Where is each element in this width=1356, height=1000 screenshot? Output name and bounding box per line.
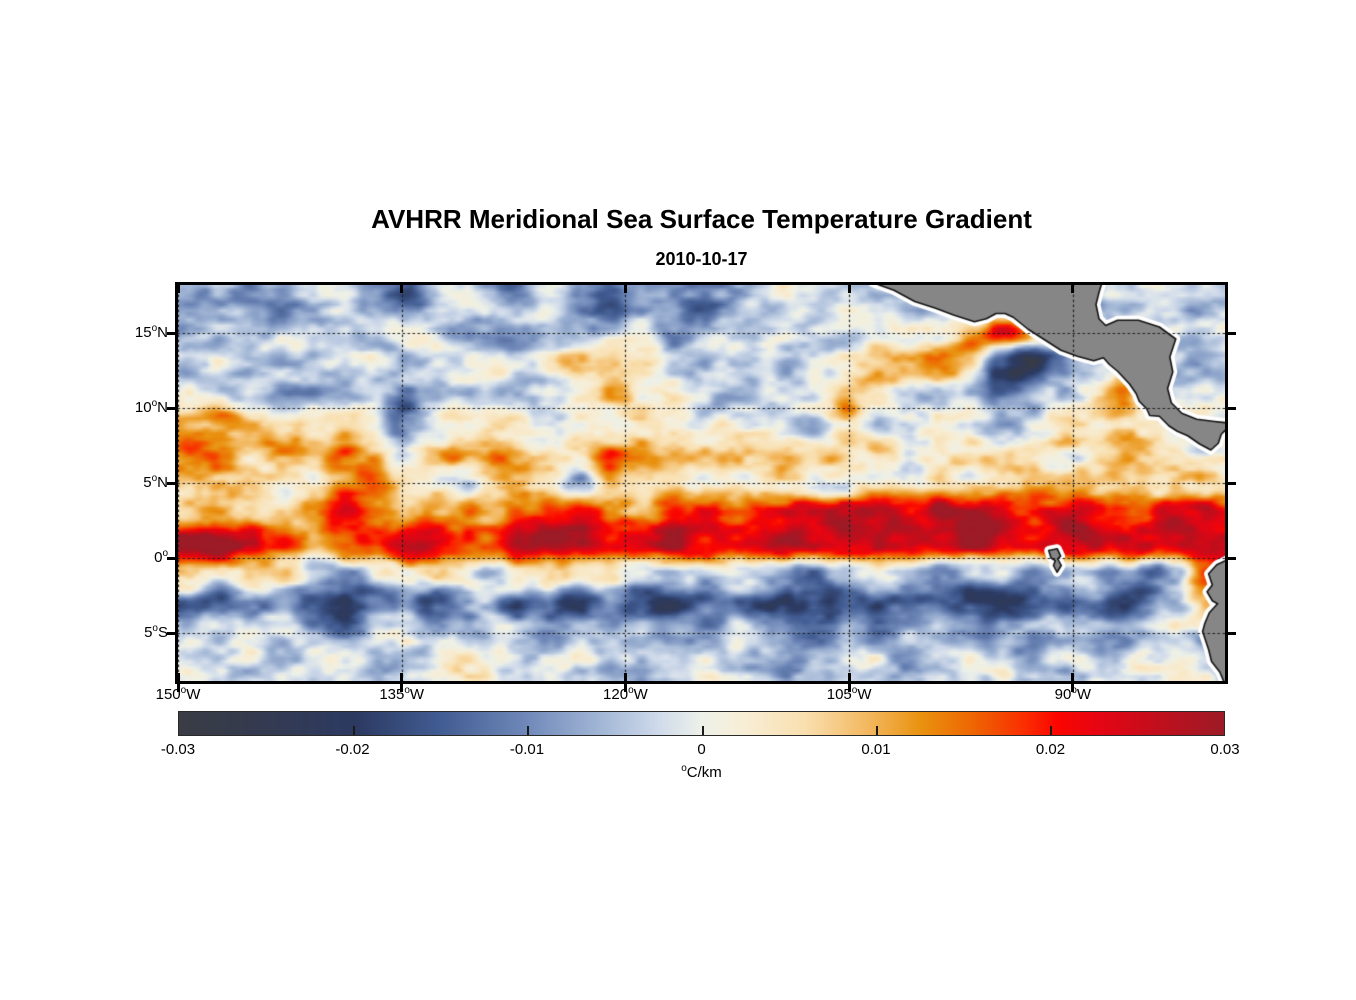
colorbar-tick-mark <box>353 726 356 735</box>
map-plot-area <box>178 285 1225 681</box>
axis-tick-mark <box>400 684 404 692</box>
colorbar-tick-mark <box>1049 726 1052 735</box>
axis-tick-mark <box>847 285 851 293</box>
degree-symbol: o <box>151 398 158 409</box>
degree-symbol: o <box>681 763 687 774</box>
x-tick-label: 120oW <box>603 685 648 703</box>
degree-symbol: o <box>404 685 410 696</box>
axis-tick-mark <box>167 481 175 485</box>
axis-tick-mark <box>847 684 851 692</box>
degree-symbol: o <box>628 685 634 696</box>
y-tick-label: 0o <box>154 548 168 566</box>
axis-tick-mark <box>167 331 175 335</box>
axis-tick-mark <box>176 684 180 692</box>
axis-tick-mark <box>1228 406 1236 410</box>
colorbar-tick-label: -0.01 <box>509 741 545 758</box>
axis-tick-mark <box>1071 673 1075 681</box>
axis-tick-mark <box>623 684 627 692</box>
axis-tick-mark <box>400 285 404 293</box>
x-tick-label: 135oW <box>379 685 425 703</box>
axis-tick-mark <box>167 406 175 410</box>
axis-tick-mark <box>1071 684 1075 692</box>
degree-symbol: o <box>151 473 158 484</box>
colorbar-tick-mark <box>527 726 530 735</box>
degree-symbol: o <box>180 685 187 696</box>
colorbar-tick-label: -0.03 <box>160 741 196 758</box>
colorbar-unit-label: oC/km <box>681 763 722 781</box>
axis-tick-mark <box>1228 556 1236 560</box>
degree-symbol: o <box>1071 685 1077 696</box>
colorbar-tick-label: 0 <box>697 741 706 758</box>
axis-tick-mark <box>167 631 175 635</box>
x-tick-label: 150oW <box>155 685 201 703</box>
axis-tick-mark <box>847 673 851 681</box>
colorbar-tick-mark <box>701 726 704 735</box>
y-tick-label: 15oN <box>134 323 168 341</box>
colorbar-tick-label: 0.01 <box>861 741 891 758</box>
y-tick-label: 5oN <box>143 473 168 491</box>
axis-tick-mark <box>623 285 627 293</box>
colorbar <box>178 711 1225 736</box>
y-tick-label: 10oN <box>134 398 168 416</box>
x-tick-label: 90oW <box>1054 685 1092 703</box>
degree-symbol: o <box>162 548 168 559</box>
colorbar-tick-mark <box>875 726 878 735</box>
degree-symbol: o <box>151 323 158 334</box>
axis-tick-mark <box>176 673 180 681</box>
sst-gradient-map-canvas <box>178 285 1225 681</box>
chart-date-subtitle: 2010-10-17 <box>655 249 748 269</box>
degree-symbol: o <box>152 623 158 634</box>
colorbar-tick-label: -0.02 <box>335 741 370 758</box>
axis-tick-mark <box>176 285 180 293</box>
axis-tick-mark <box>400 673 404 681</box>
x-tick-label: 105oW <box>826 685 872 703</box>
axis-tick-mark <box>167 556 175 560</box>
axis-tick-mark <box>1071 285 1075 293</box>
chart-title: AVHRR Meridional Sea Surface Temperature… <box>371 204 1032 234</box>
axis-tick-mark <box>1228 481 1236 485</box>
degree-symbol: o <box>851 685 858 696</box>
axis-tick-mark <box>1228 631 1236 635</box>
y-tick-label: 5oS <box>144 623 168 641</box>
colorbar-tick-label: 0.02 <box>1035 741 1066 758</box>
colorbar-tick-label: 0.03 <box>1210 741 1240 758</box>
axis-tick-mark <box>1228 331 1236 335</box>
axis-tick-mark <box>623 673 627 681</box>
